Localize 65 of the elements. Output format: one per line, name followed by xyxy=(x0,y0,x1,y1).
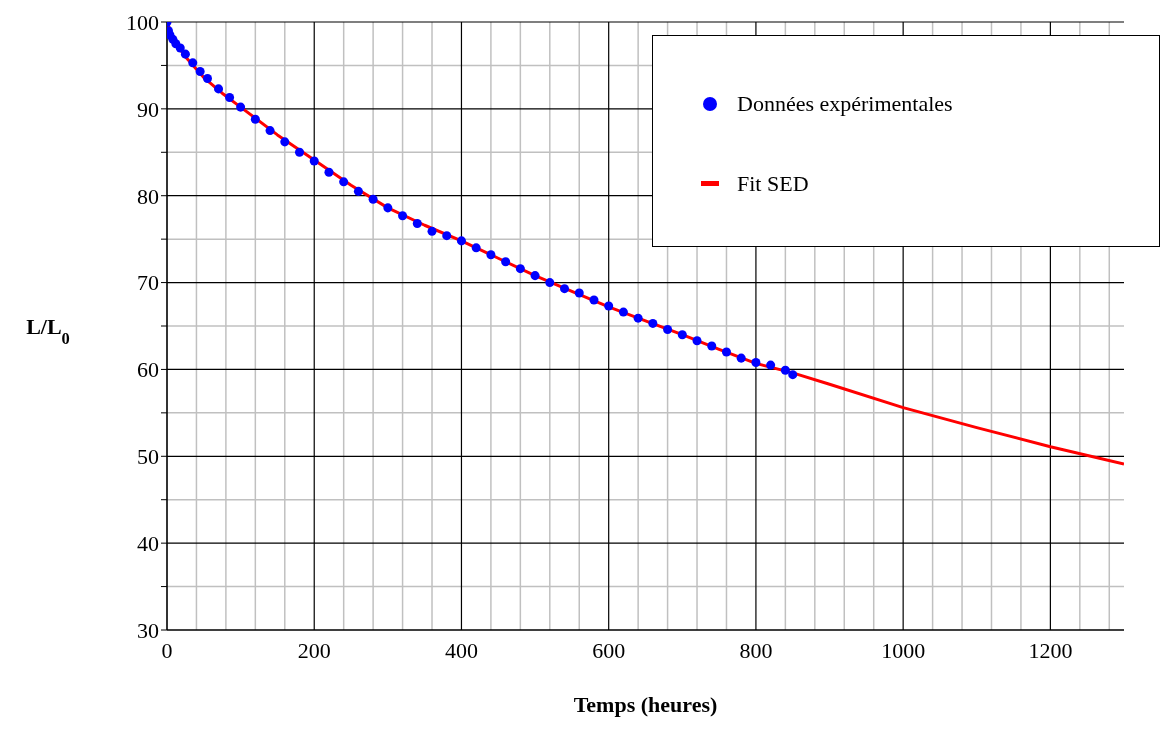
point xyxy=(707,341,717,351)
point xyxy=(202,73,212,83)
x-tick-label: 1200 xyxy=(1028,637,1073,663)
x-tick-label: 1000 xyxy=(881,637,926,663)
y-tick-label: 90 xyxy=(137,96,159,122)
x-axis-title: Temps (heures) xyxy=(573,692,718,717)
point xyxy=(383,203,393,213)
legend-label: Données expérimentales xyxy=(737,91,953,117)
point xyxy=(456,236,466,246)
point xyxy=(250,114,260,124)
point xyxy=(574,288,584,298)
point xyxy=(427,226,437,236)
point xyxy=(530,271,540,281)
x-tick-label: 200 xyxy=(297,637,331,663)
y-tick-label: 70 xyxy=(137,270,159,296)
point xyxy=(471,243,481,253)
point xyxy=(633,313,643,323)
point xyxy=(236,102,246,112)
y-tick-label: 100 xyxy=(126,9,159,35)
point xyxy=(486,250,496,260)
y-tick-label: 80 xyxy=(137,183,159,209)
point xyxy=(175,43,185,53)
point xyxy=(545,278,555,288)
point xyxy=(195,67,205,77)
point xyxy=(214,84,224,94)
point xyxy=(589,295,599,305)
point xyxy=(780,365,790,375)
point xyxy=(339,177,349,187)
point xyxy=(751,357,761,367)
point xyxy=(692,336,702,346)
x-tick-label: 600 xyxy=(592,637,626,663)
y-tick-label: 50 xyxy=(137,444,159,470)
x-tick-label: 0 xyxy=(161,637,173,663)
point xyxy=(294,147,305,157)
point xyxy=(265,126,275,136)
point xyxy=(309,156,319,166)
point xyxy=(677,330,687,340)
point xyxy=(280,137,290,147)
point xyxy=(721,347,731,357)
legend-label: Fit SED xyxy=(737,171,809,197)
point xyxy=(188,58,198,68)
point xyxy=(180,49,190,59)
point xyxy=(736,353,746,363)
y-axis-title: L/L$_{0}$ xyxy=(26,314,70,348)
y-tick-label: 60 xyxy=(137,357,159,383)
y-tick-label: 40 xyxy=(137,530,159,556)
point xyxy=(412,219,422,229)
point xyxy=(501,257,511,267)
point xyxy=(560,284,570,294)
point xyxy=(398,211,408,221)
x-tick-label: 800 xyxy=(739,637,773,663)
point xyxy=(324,167,334,177)
point xyxy=(663,324,673,334)
point xyxy=(788,370,798,380)
x-tick-label: 400 xyxy=(444,637,478,663)
point xyxy=(442,231,452,241)
point xyxy=(766,360,776,370)
point xyxy=(225,93,235,103)
point xyxy=(604,301,614,311)
y-tick-label: 30 xyxy=(137,617,159,643)
point xyxy=(515,264,525,274)
point xyxy=(618,307,628,317)
point xyxy=(353,186,363,196)
point xyxy=(368,194,378,204)
point xyxy=(648,318,658,328)
